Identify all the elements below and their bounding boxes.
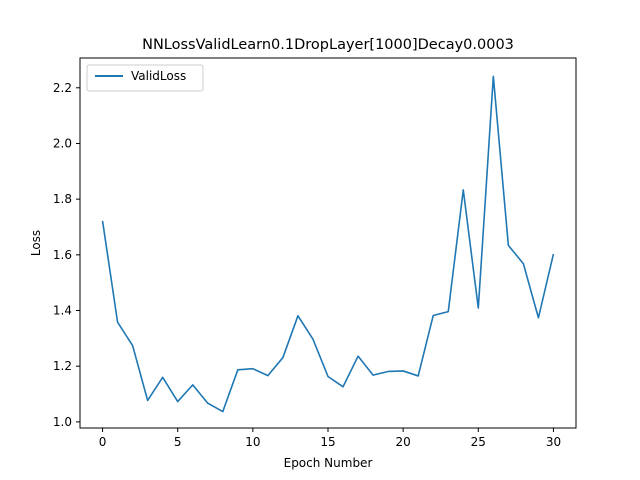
y-tick-label: 1.2 xyxy=(53,359,72,373)
x-tick-label: 25 xyxy=(471,435,486,449)
plot-area xyxy=(101,75,555,413)
y-tick-label: 1.8 xyxy=(53,192,72,206)
y-axis-label: Loss xyxy=(29,230,43,256)
series-line-validloss xyxy=(101,75,555,413)
chart-title: NNLossValidLearn0.1DropLayer[1000]Decay0… xyxy=(142,37,514,53)
y-tick-label: 1.4 xyxy=(53,304,72,318)
x-tick-label: 30 xyxy=(546,435,561,449)
y-tick-label: 2.0 xyxy=(53,136,72,150)
x-axis-label: Epoch Number xyxy=(284,456,373,470)
x-tick-label: 20 xyxy=(396,435,411,449)
legend-box xyxy=(86,64,204,92)
x-tick-label: 15 xyxy=(320,435,335,449)
x-axis: 0 5 10 15 20 25 30 xyxy=(99,428,561,449)
legend: ValidLoss xyxy=(86,64,204,92)
x-tick-label: 10 xyxy=(245,435,260,449)
y-tick-label: 1.0 xyxy=(53,415,72,429)
y-tick-label: 1.6 xyxy=(53,248,72,262)
legend-label: ValidLoss xyxy=(131,69,186,83)
x-tick-label: 5 xyxy=(174,435,182,449)
x-tick-label: 0 xyxy=(99,435,107,449)
y-tick-label: 2.2 xyxy=(53,81,72,95)
y-axis: 1.0 1.2 1.4 1.6 1.8 2.0 2.2 xyxy=(53,81,80,429)
